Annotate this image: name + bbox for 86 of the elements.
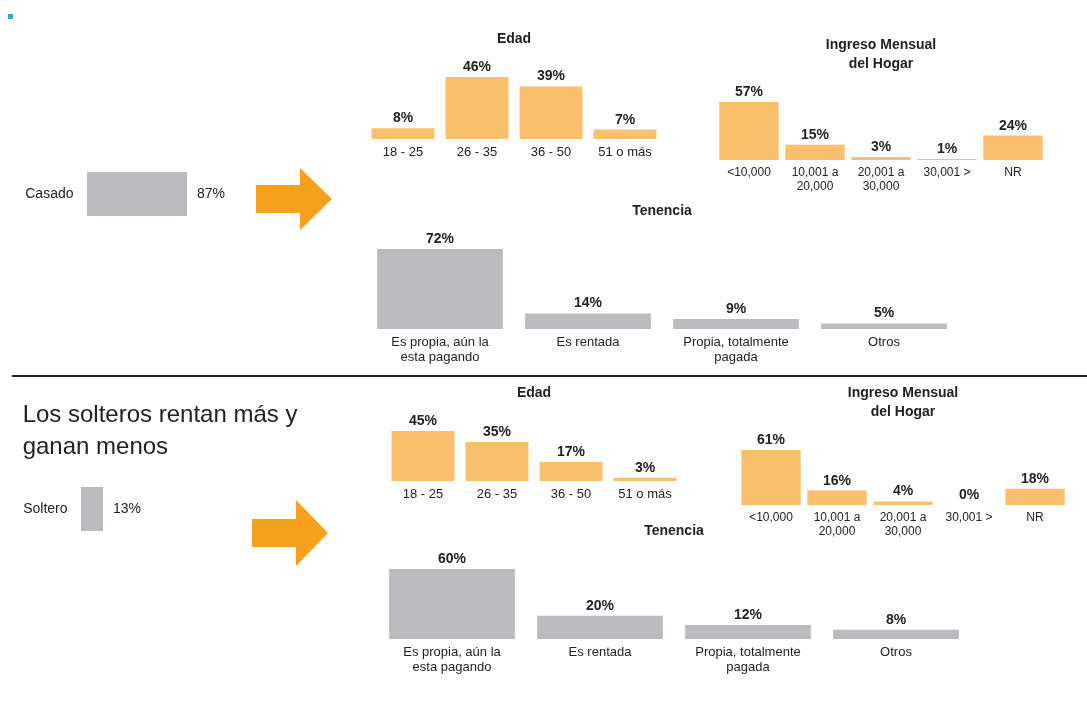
- data-label: 45%: [408, 412, 438, 428]
- x-tick-label: 10,001 a 20,000: [813, 509, 861, 538]
- data-label: 39%: [536, 67, 566, 84]
- x-tick-label: Es propia, aún la esta pagando: [403, 643, 502, 674]
- x-tick-label: 36 - 50: [530, 143, 572, 159]
- data-label: 5%: [873, 304, 895, 321]
- bar: [685, 625, 811, 639]
- bar: [525, 313, 651, 329]
- bar: [1005, 488, 1065, 505]
- x-tick-label: NR: [1004, 164, 1022, 179]
- x-tick-label: 26 - 35: [456, 143, 498, 159]
- data-label: 72%: [425, 230, 455, 246]
- bar: [537, 615, 663, 639]
- data-label: 1%: [936, 139, 958, 156]
- bar: [519, 86, 583, 139]
- bar: [391, 431, 455, 481]
- x-tick-label: Otros: [880, 643, 913, 659]
- chart-title: Edad: [496, 30, 532, 46]
- bar: [377, 249, 503, 329]
- chart-title: Ingreso Mensual del Hogar: [847, 384, 959, 419]
- x-tick-label: Propia, totalmente pagada: [683, 333, 789, 364]
- bar: [785, 144, 845, 160]
- data-label: 35%: [482, 423, 512, 440]
- x-tick-label: 26 - 35: [476, 485, 518, 501]
- x-tick-label: Es rentada: [556, 333, 621, 349]
- bar: [465, 442, 529, 481]
- data-label: 17%: [556, 443, 586, 460]
- bar: [539, 462, 603, 481]
- x-tick-label: 51 o más: [598, 143, 653, 159]
- x-tick-label: 30,001 >: [945, 509, 993, 524]
- bar: [741, 450, 801, 505]
- data-label: 61%: [756, 431, 786, 447]
- x-tick-label: Es rentada: [568, 643, 633, 659]
- data-label: 8%: [392, 109, 414, 126]
- data-label: 3%: [634, 458, 656, 475]
- chart-title: Tenencia: [644, 522, 705, 538]
- x-tick-label: <10,000: [727, 164, 772, 179]
- bar: [983, 135, 1043, 160]
- bar: [593, 129, 657, 139]
- data-label: 4%: [892, 482, 914, 499]
- x-tick-label: 20,001 a 30,000: [879, 509, 927, 538]
- data-label: 13%: [113, 500, 142, 516]
- x-tick-label: 20,001 a 30,000: [857, 164, 905, 193]
- x-tick-label: 36 - 50: [550, 485, 592, 501]
- bar: [389, 569, 515, 639]
- data-label: 0%: [958, 486, 980, 502]
- bar: [371, 128, 435, 139]
- data-label: 20%: [585, 596, 615, 613]
- y-tick-label: Casado: [25, 185, 74, 201]
- bar: [807, 490, 867, 505]
- chart-title: Edad: [516, 384, 552, 400]
- data-label: 46%: [462, 58, 492, 74]
- data-label: 7%: [614, 110, 636, 127]
- data-label: 3%: [870, 137, 892, 154]
- bar: [873, 501, 933, 505]
- x-tick-label: Otros: [868, 333, 901, 349]
- bar: [833, 629, 959, 639]
- x-tick-label: 18 - 25: [402, 485, 444, 501]
- y-tick-label: Soltero: [23, 500, 68, 516]
- bar: [821, 323, 947, 329]
- bar: [673, 319, 799, 329]
- chart-title: Tenencia: [632, 202, 693, 218]
- x-tick-label: 18 - 25: [382, 143, 424, 159]
- data-label: 12%: [733, 606, 763, 622]
- data-label: 15%: [800, 125, 830, 142]
- x-tick-label: 51 o más: [618, 485, 673, 501]
- data-label: 24%: [998, 116, 1028, 133]
- bar: [445, 77, 509, 139]
- data-label: 14%: [573, 294, 603, 311]
- data-label: 16%: [822, 471, 852, 488]
- bar: [719, 102, 779, 160]
- data-label: 9%: [725, 300, 747, 316]
- x-tick-label: 30,001 >: [923, 164, 971, 179]
- text: Los solteros rentan más y ganan menos: [22, 399, 298, 459]
- chart-title: Ingreso Mensual del Hogar: [825, 36, 937, 71]
- data-label: 87%: [197, 185, 226, 201]
- x-tick-label: 10,001 a 20,000: [791, 164, 839, 193]
- data-label: 57%: [734, 83, 764, 99]
- data-label: 18%: [1020, 469, 1050, 486]
- x-tick-label: <10,000: [749, 509, 794, 524]
- data-label: 8%: [885, 610, 907, 627]
- data-label: 60%: [437, 550, 467, 566]
- x-tick-label: Es propia, aún la esta pagando: [391, 333, 490, 364]
- x-tick-label: Propia, totalmente pagada: [695, 643, 801, 674]
- x-tick-label: NR: [1026, 509, 1044, 524]
- bar: [851, 156, 911, 160]
